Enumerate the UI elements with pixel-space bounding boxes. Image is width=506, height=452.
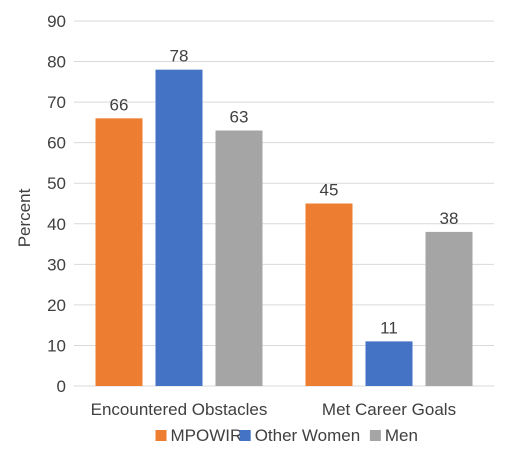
gridlines [74,20,494,387]
y-tick-label: 80 [47,53,66,72]
y-tick-label: 30 [47,255,66,274]
bars [95,69,473,387]
data-labels: 66 78 63 45 11 38 [110,47,459,338]
data-label: 45 [320,181,339,200]
bar-mpowir [95,118,143,386]
legend-label: MPOWIR [171,426,243,445]
bar-men [425,231,473,386]
data-label: 38 [440,209,459,228]
y-axis-ticks: 0 10 20 30 40 50 60 70 80 90 [47,12,66,396]
legend-label: Men [385,426,418,445]
legend-swatch-mpowir [155,430,167,441]
data-label: 63 [230,108,249,127]
y-tick-label: 60 [47,134,66,153]
legend-swatch-other-women [239,430,251,441]
bar-men [215,130,263,386]
legend-swatch-men [369,430,381,441]
category-label: Met Career Goals [322,400,456,419]
bar-other-women [155,69,203,387]
y-tick-label: 90 [47,12,66,31]
category-label: Encountered Obstacles [91,400,268,419]
legend: MPOWIR Other Women Men [155,426,418,445]
data-label: 78 [170,47,189,66]
bar-mpowir [305,203,353,386]
y-axis-title: Percent [15,188,34,247]
y-tick-label: 10 [47,336,66,355]
y-tick-label: 40 [47,215,66,234]
bar-other-women [365,341,413,386]
y-tick-label: 0 [57,377,66,396]
data-label: 11 [380,318,398,337]
y-tick-label: 20 [47,296,66,315]
y-tick-label: 70 [47,93,66,112]
y-tick-label: 50 [47,174,66,193]
legend-label: Other Women [255,426,361,445]
data-label: 66 [110,95,129,114]
category-labels: Encountered Obstacles Met Career Goals [91,400,456,419]
